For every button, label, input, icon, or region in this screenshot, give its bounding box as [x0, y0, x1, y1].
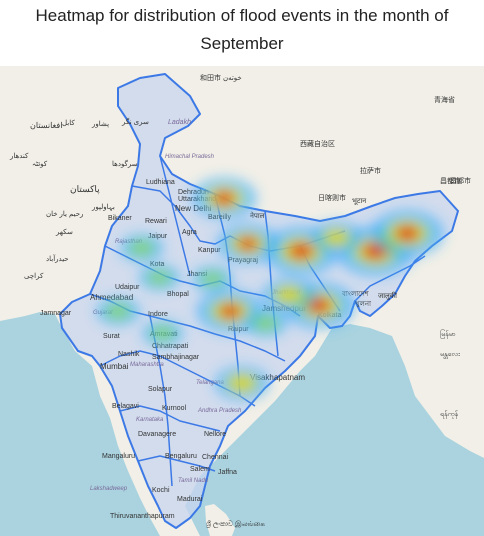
place-label-nellore: Nellore — [204, 431, 226, 438]
place-label-surat: Surat — [103, 333, 120, 340]
place-label-visakhapatnam: Visakhapatnam — [250, 373, 305, 382]
place-label-yangon: ရန်ကုန် — [440, 410, 459, 419]
place-label-nepal: नेपाल — [250, 211, 265, 220]
place-label-ahmedabad: Ahmedabad — [90, 293, 133, 302]
place-label-mandalay: မန္တလေး — [440, 351, 460, 359]
place-label-bangladesh: বাংলাদেশ — [341, 291, 370, 298]
heat-spot-jharkhand-core2 — [275, 286, 304, 304]
place-label-lakshadweep: Lakshadweep — [90, 486, 128, 492]
place-label-sambhajinagar: Sambhajinagar — [152, 354, 200, 361]
place-label-ladakh: Ladakh — [168, 119, 191, 126]
place-label-qinghai: 青海省 — [434, 95, 455, 104]
heat-spot-gujarat-core2 — [106, 304, 130, 319]
place-label-jamnagar: Jamnagar — [40, 310, 72, 317]
place-label-madurai: Madurai — [177, 496, 203, 503]
place-label-telangana: Telangana — [196, 380, 224, 386]
place-label-india_ne: जालुकी — [378, 291, 397, 300]
heat-spot-rajasthan_w-core2 — [130, 241, 153, 256]
heat-spot-udaipur-core2 — [149, 270, 170, 285]
place-label-hotan: 和田市 خوتەن — [200, 73, 242, 82]
place-label-jaffna: Jaffna — [218, 469, 237, 476]
place-label-udaipur: Udaipur — [115, 284, 140, 291]
heat-spot-sikkim-core2 — [323, 229, 350, 247]
place-label-sukkur: سکھر — [55, 228, 73, 236]
place-label-bhutan: भूटान — [352, 198, 366, 205]
place-label-rahim: رحیم یار خان — [46, 210, 83, 218]
place-label-agra: Agra — [182, 229, 197, 236]
place-label-mangaluru: Mangaluru — [102, 453, 135, 460]
place-label-afghanistan: افغانستان — [30, 121, 62, 130]
place-label-lhasa: 拉萨市 — [360, 166, 381, 175]
place-label-tamilnadu: Tamil Nadu — [178, 478, 209, 484]
title-line-1: Heatmap for distribution of flood events… — [35, 6, 449, 25]
place-label-kabul: کابل — [62, 119, 75, 127]
place-label-myanmar: မြန်မာ — [440, 329, 456, 339]
heat-spot-bihar-core3 — [289, 243, 313, 259]
heat-spot-lucknow-core3 — [238, 237, 258, 250]
place-label-chhatrapati: Chhatrapati — [152, 343, 189, 350]
place-label-solapur: Solapur — [148, 386, 173, 393]
place-label-xizang: 西藏自治区 — [300, 139, 335, 148]
heat-spot-maharashtra-core2 — [152, 326, 174, 340]
flood-heat-layer — [95, 177, 445, 401]
heat-spot-chhattisgarh-core2 — [254, 315, 277, 331]
place-label-thiruvananthapuram: Thiruvananthapuram — [110, 513, 175, 520]
place-label-salem: Salem — [190, 466, 210, 473]
place-label-mumbai: Mumbai — [100, 362, 129, 371]
place-label-nashik: Nashik — [118, 351, 140, 358]
map-area[interactable]: افغانستان کابل پشاور کوئٹہ کندهار سرگودھا پاکس… — [0, 66, 484, 536]
place-label-newdelhi: New Delhi — [175, 204, 212, 213]
place-label-rikaze: 日喀则市 — [318, 193, 346, 202]
place-label-himachal: Himachal Pradesh — [165, 154, 215, 160]
place-label-indore: Indore — [148, 311, 168, 318]
place-label-andhra: Andhra Pradesh — [197, 408, 242, 414]
heat-spot-arunachal-core3 — [396, 226, 419, 241]
heat-spot-telangana-core2 — [228, 374, 256, 393]
chart-title: Heatmap for distribution of flood events… — [0, 0, 484, 58]
place-label-chennai: Chennai — [202, 454, 229, 461]
place-label-hyderabad_pk: حیدرآباد — [46, 253, 69, 263]
sri-lanka-land — [205, 504, 235, 536]
place-label-khulna: খুলনা — [355, 301, 372, 308]
place-label-karachi: کراچی — [24, 272, 44, 280]
place-label-srilanka: ශ්‍රී ලංකාව இலங்கை — [206, 520, 265, 529]
place-label-peshawar: پشاور — [91, 120, 109, 128]
place-label-maharashtra: Maharashtra — [130, 362, 164, 368]
place-label-kurnool: Kurnool — [162, 405, 187, 412]
heat-spot-mp_east-core3 — [219, 304, 241, 318]
place-label-kandahar: کندهار — [9, 152, 29, 160]
place-label-sargodha: سرگودھا — [112, 159, 138, 168]
bay-of-bengal — [185, 324, 484, 536]
place-label-bahawalpur: بہاولپور — [91, 203, 115, 211]
heat-spot-mp_central-core2 — [202, 272, 223, 286]
place-label-changdu: 昌都市 — [440, 176, 461, 185]
place-label-ludhiana: Ludhiana — [146, 179, 175, 186]
place-label-belagavi: Belagavi — [112, 403, 139, 410]
place-label-karnataka: Karnataka — [136, 417, 164, 423]
place-label-quetta: کوئٹہ — [32, 160, 48, 168]
place-label-bikaner: Bikaner — [108, 215, 132, 222]
place-label-pakistan: پاکستان — [70, 184, 100, 195]
place-label-china_ne: 昌都市 — [450, 176, 471, 185]
place-label-davanagere: Davanagere — [138, 431, 176, 438]
place-label-rewari: Rewari — [145, 218, 167, 225]
place-label-srinagar: سری نگر — [121, 117, 149, 126]
place-label-kanpur: Kanpur — [198, 247, 221, 254]
title-line-2: September — [200, 34, 284, 53]
arabian-sea — [0, 312, 160, 536]
place-label-bhopal: Bhopal — [167, 291, 189, 298]
place-label-jaipur: Jaipur — [148, 233, 168, 240]
heat-spot-uttarakhand-core3 — [214, 191, 235, 205]
place-label-bengaluru: Bengaluru — [165, 453, 197, 460]
place-label-kochi: Kochi — [152, 487, 170, 494]
